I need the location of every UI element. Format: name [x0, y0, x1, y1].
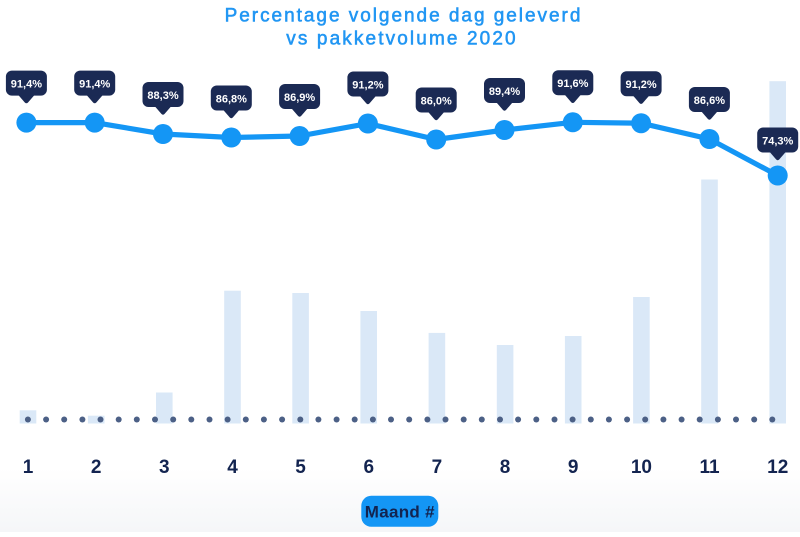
svg-text:91,6%: 91,6% — [557, 78, 588, 90]
svg-text:91,4%: 91,4% — [11, 79, 42, 91]
svg-text:88,3%: 88,3% — [147, 90, 178, 102]
svg-text:74,3%: 74,3% — [762, 135, 793, 147]
svg-text:3: 3 — [159, 457, 170, 478]
svg-text:91,2%: 91,2% — [625, 79, 656, 91]
svg-text:5: 5 — [295, 457, 306, 478]
svg-text:Percentage volgende dag geleve: Percentage volgende dag geleverd — [225, 6, 583, 27]
svg-text:Maand #: Maand # — [365, 503, 435, 522]
svg-text:86,8%: 86,8% — [216, 93, 247, 105]
svg-text:8: 8 — [500, 457, 511, 478]
svg-text:vs pakketvolume 2020: vs pakketvolume 2020 — [286, 29, 517, 50]
svg-text:1: 1 — [23, 457, 34, 478]
svg-text:2: 2 — [91, 457, 102, 478]
svg-text:91,4%: 91,4% — [79, 79, 110, 91]
svg-text:10: 10 — [631, 457, 652, 478]
svg-text:86,6%: 86,6% — [694, 95, 725, 107]
svg-text:9: 9 — [568, 457, 579, 478]
svg-text:89,4%: 89,4% — [489, 86, 520, 98]
svg-text:11: 11 — [699, 457, 720, 478]
svg-text:91,2%: 91,2% — [352, 79, 383, 91]
svg-text:7: 7 — [432, 457, 443, 478]
svg-text:6: 6 — [364, 457, 375, 478]
svg-text:86,9%: 86,9% — [284, 92, 315, 104]
svg-text:86,0%: 86,0% — [421, 95, 452, 107]
svg-text:12: 12 — [767, 457, 788, 478]
svg-text:4: 4 — [227, 457, 238, 478]
